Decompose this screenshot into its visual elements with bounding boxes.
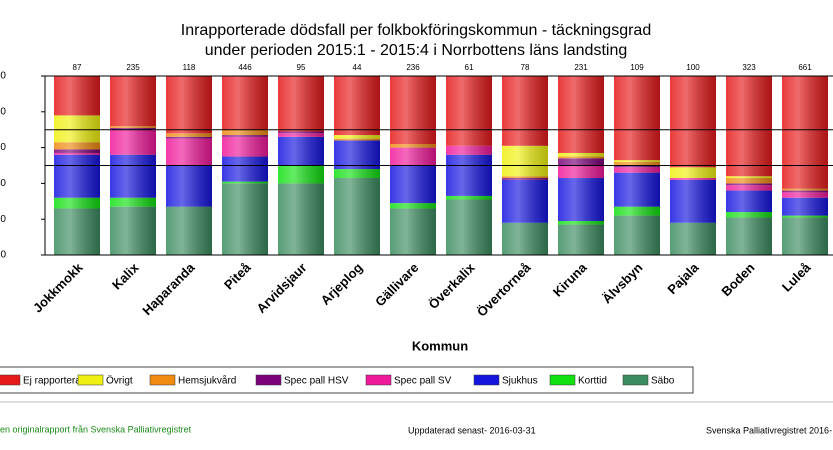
count-label: 44 bbox=[353, 63, 362, 72]
legend-swatch bbox=[255, 374, 282, 386]
x-tick-label: Jokkmokk bbox=[30, 259, 86, 315]
count-label: 109 bbox=[630, 63, 644, 72]
y-tick-label: 40 bbox=[0, 178, 6, 189]
footer-source: Svenska Palliativregistret 2016- bbox=[706, 425, 832, 435]
x-tick-label: Gällivare bbox=[372, 260, 421, 309]
y-tick-label: 80 bbox=[0, 106, 6, 117]
count-label: 61 bbox=[465, 63, 474, 72]
legend-swatch bbox=[622, 374, 649, 386]
count-label: 323 bbox=[742, 63, 756, 72]
y-tick-label: 60 bbox=[0, 142, 6, 153]
x-tick-label: Luleå bbox=[779, 259, 814, 294]
count-label: 235 bbox=[126, 63, 140, 72]
count-label: 95 bbox=[297, 63, 306, 72]
y-tick-label: 100 bbox=[0, 71, 6, 82]
legend-swatch bbox=[77, 374, 104, 386]
chart-title: Inrapporterade dödsfall per folkbokförin… bbox=[181, 22, 651, 39]
count-label: 87 bbox=[73, 63, 82, 72]
x-tick-label: Arjeplog bbox=[318, 260, 366, 308]
legend-label: Ej rapporterat bbox=[23, 376, 84, 387]
legend-label: Övrigt bbox=[106, 375, 133, 387]
footer-link[interactable]: en originalrapport från Svenska Palliati… bbox=[0, 424, 192, 434]
x-tick-label: Älvsbyn bbox=[599, 260, 645, 306]
legend-swatch bbox=[149, 374, 176, 386]
chart-title: under perioden 2015:1 - 2015:4 i Norrbot… bbox=[205, 42, 628, 59]
count-label: 446 bbox=[238, 63, 252, 72]
y-tick-label: 0 bbox=[0, 250, 6, 261]
count-label: 231 bbox=[574, 63, 588, 72]
x-tick-label: Kalix bbox=[109, 259, 142, 292]
legend-swatch bbox=[365, 374, 392, 386]
y-tick-label: 20 bbox=[0, 214, 6, 225]
legend-swatch bbox=[0, 374, 21, 386]
legend-swatch bbox=[549, 374, 576, 386]
x-tick-label: Piteå bbox=[221, 259, 254, 292]
count-label: 661 bbox=[798, 63, 812, 72]
footer-date: Uppdaterad senast- 2016-03-31 bbox=[408, 425, 536, 435]
x-tick-label: Kiruna bbox=[550, 259, 590, 299]
x-axis-title: Kommun bbox=[412, 338, 468, 353]
count-label: 236 bbox=[406, 63, 420, 72]
x-tick-label: Haparanda bbox=[139, 259, 198, 318]
x-tick-label: Övertorneå bbox=[474, 259, 534, 319]
legend-label: Sjukhus bbox=[502, 376, 538, 387]
count-label: 118 bbox=[183, 63, 196, 72]
legend-label: Spec pall SV bbox=[394, 376, 452, 387]
legend-label: Hemsjukvård bbox=[178, 375, 236, 387]
x-tick-label: Arvidsjaur bbox=[253, 260, 309, 316]
legend-label: Korttid bbox=[578, 376, 607, 387]
legend-swatch bbox=[473, 374, 500, 386]
x-tick-label: Överkalix bbox=[426, 259, 479, 312]
count-label: 78 bbox=[521, 63, 530, 72]
legend-box bbox=[0, 366, 694, 394]
legend-label: Säbo bbox=[651, 376, 675, 387]
x-tick-label: Pajala bbox=[664, 259, 702, 297]
x-tick-label: Boden bbox=[718, 260, 757, 299]
count-label: 100 bbox=[686, 63, 700, 72]
legend-label: Spec pall HSV bbox=[284, 376, 349, 387]
